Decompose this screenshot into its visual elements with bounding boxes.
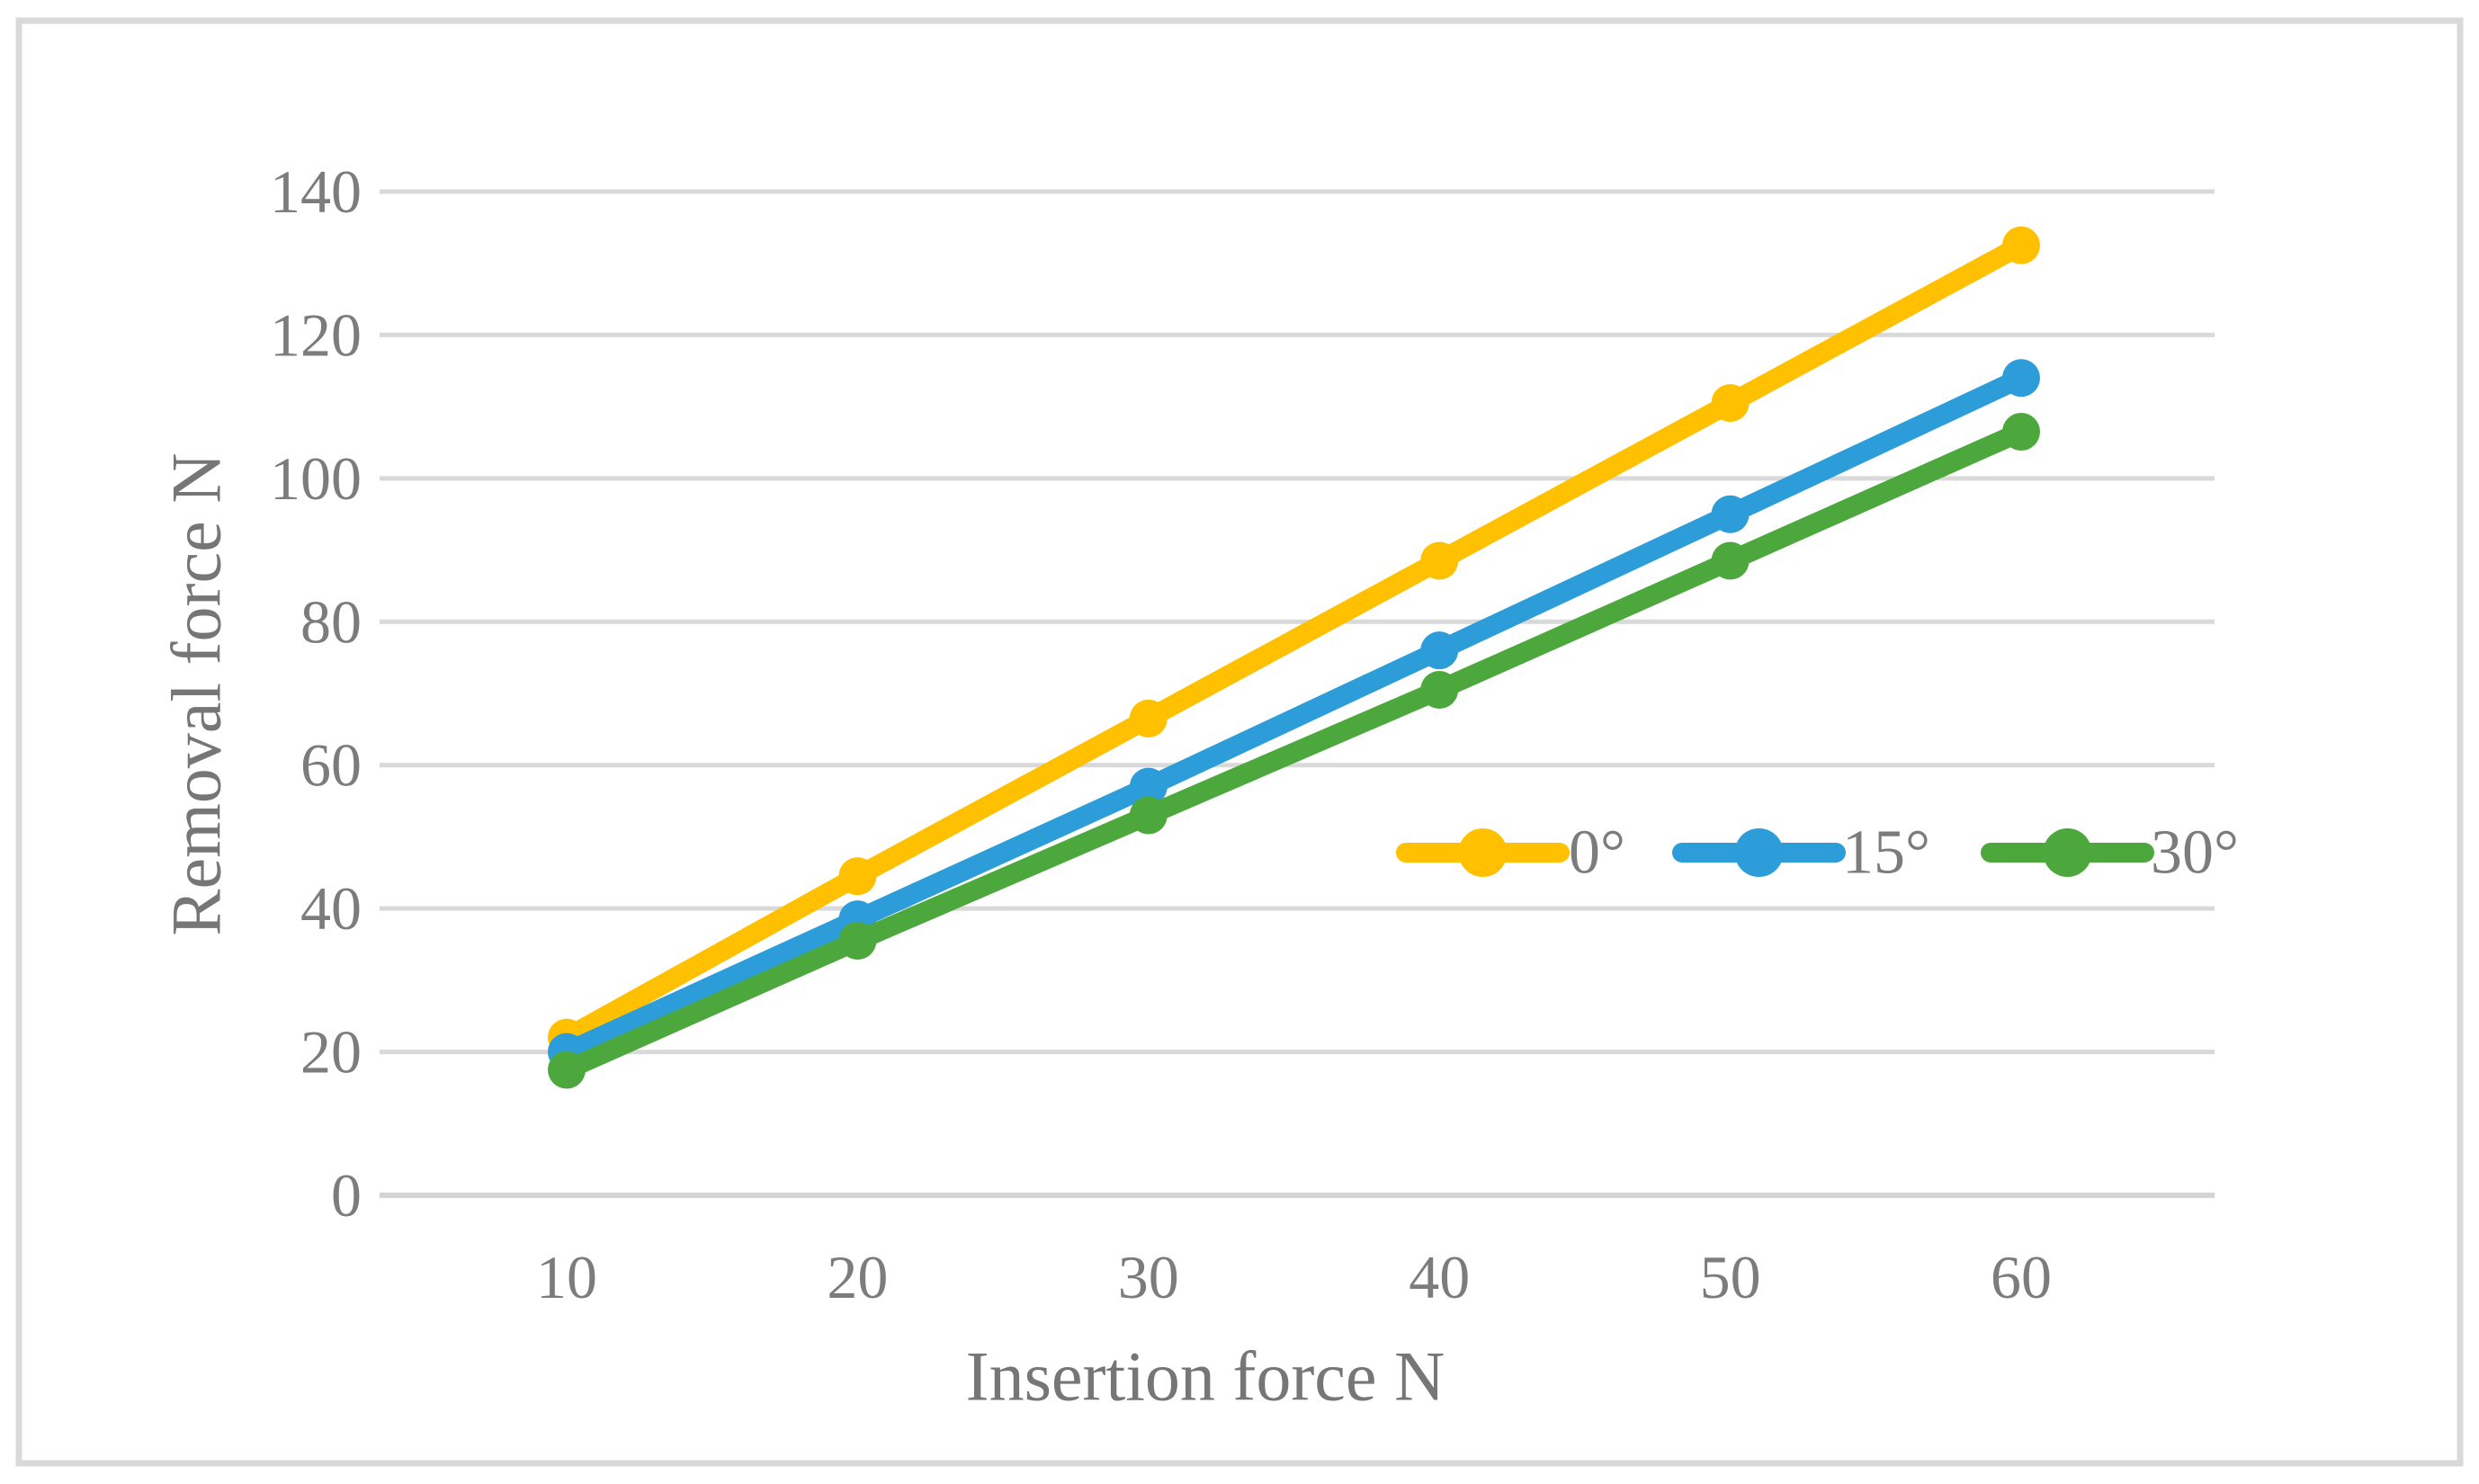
legend-entry-15deg: 15° (1672, 818, 1930, 888)
data-series-group (548, 226, 2040, 1089)
data-point-marker (548, 1050, 586, 1089)
data-point-marker (1129, 767, 1168, 806)
x-tick-label: 30 (1118, 1243, 1179, 1311)
y-tick-label: 60 (300, 731, 362, 800)
y-tick-label: 80 (300, 587, 362, 656)
data-point-marker (1420, 631, 1459, 670)
legend: 0° 15° 30° (1396, 818, 2239, 888)
data-point-marker (1129, 699, 1168, 738)
x-tick-label: 60 (1991, 1243, 2052, 1311)
y-tick-labels-group: 0 20 40 60 80 100 120 140 (270, 157, 362, 1229)
legend-entry-0deg: 0° (1396, 818, 1625, 888)
data-point-marker (2002, 226, 2040, 264)
series-30deg (548, 413, 2040, 1089)
data-point-marker (1711, 384, 1750, 423)
legend-marker (1458, 828, 1508, 877)
x-tick-label: 40 (1409, 1243, 1470, 1311)
legend-entry-30deg: 30° (1981, 818, 2239, 888)
data-point-marker (838, 922, 877, 961)
data-point-marker (1711, 495, 1750, 533)
legend-label: 30° (2151, 818, 2239, 888)
y-tick-label: 40 (300, 874, 362, 943)
series-0deg (548, 226, 2040, 1057)
y-axis-title: Removal force N (157, 452, 236, 935)
data-point-marker (1129, 796, 1168, 835)
y-tick-label: 0 (331, 1161, 362, 1229)
y-tick-label: 120 (270, 300, 362, 369)
data-point-marker (1711, 541, 1750, 580)
legend-label: 15° (1842, 818, 1930, 888)
legend-marker (2043, 828, 2092, 877)
series-line (557, 235, 2031, 1048)
x-tick-labels-group: 10 20 30 40 50 60 (536, 1243, 2052, 1311)
x-tick-label: 50 (1700, 1243, 1761, 1311)
y-tick-label: 140 (270, 157, 362, 226)
y-tick-label: 20 (300, 1018, 362, 1086)
x-tick-label: 20 (827, 1243, 888, 1311)
x-axis-title: Insertion force N (966, 1337, 1445, 1416)
series-15deg (548, 359, 2040, 1071)
y-tick-label: 100 (270, 444, 362, 513)
x-tick-label: 10 (536, 1243, 597, 1311)
data-point-marker (838, 857, 877, 896)
data-point-marker (2002, 359, 2040, 398)
legend-label: 0° (1569, 818, 1625, 888)
data-point-marker (1420, 671, 1459, 710)
data-point-marker (2002, 413, 2040, 451)
series-line (557, 368, 2031, 1062)
legend-marker (1734, 828, 1784, 877)
series-line (557, 422, 2031, 1080)
data-point-marker (1420, 541, 1459, 580)
